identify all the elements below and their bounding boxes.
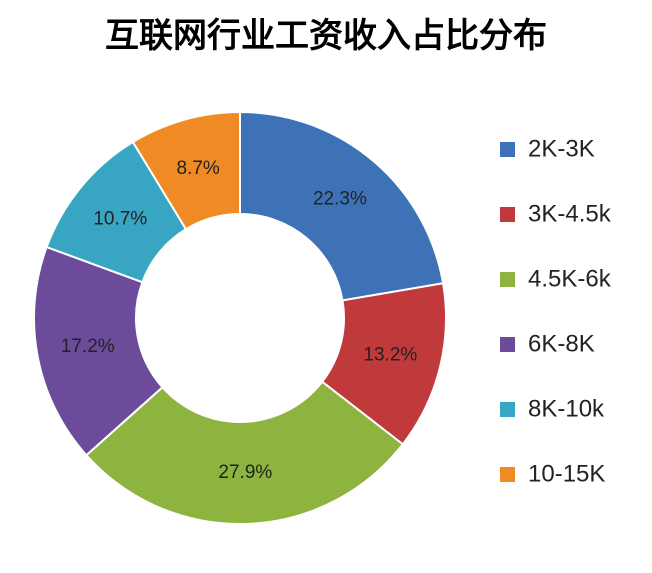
legend-swatch <box>500 142 515 157</box>
legend-label: 8K-10k <box>528 395 605 422</box>
legend-swatch <box>500 272 515 287</box>
donut-slice <box>131 110 241 231</box>
legend-swatch <box>500 337 515 352</box>
legend-label: 4.5K-6k <box>528 265 612 292</box>
legend-label: 6K-8K <box>528 330 595 357</box>
legend-swatch <box>500 467 515 482</box>
data-label: 13.2% <box>363 345 417 366</box>
legend-label: 10-15K <box>528 460 605 487</box>
data-label: 22.3% <box>313 189 367 210</box>
data-label: 17.2% <box>61 336 115 357</box>
legend-swatch <box>500 402 515 417</box>
data-label: 10.7% <box>93 209 147 230</box>
data-label: 27.9% <box>218 462 272 483</box>
donut-slice <box>84 380 405 525</box>
legend-label: 2K-3K <box>528 135 595 162</box>
data-label: 8.7% <box>177 158 220 179</box>
chart-title: 互联网行业工资收入占比分布 <box>105 17 547 55</box>
legend-label: 3K-4.5k <box>528 200 612 227</box>
donut-slice <box>239 110 445 302</box>
donut-slice <box>33 245 164 457</box>
legend-swatch <box>500 207 515 222</box>
